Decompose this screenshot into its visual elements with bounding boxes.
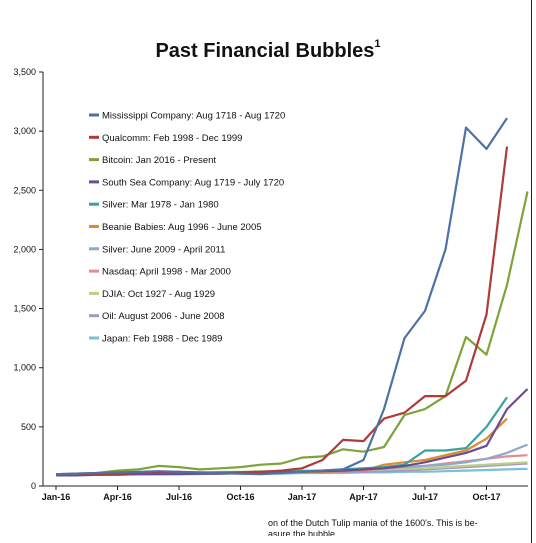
legend-label: Qualcomm: Feb 1998 - Dec 1999 (102, 133, 242, 144)
legend-label: Bitcoin: Jan 2016 - Present (102, 155, 216, 166)
x-tick-label: Jul-17 (412, 492, 438, 502)
y-tick-label: 3,500 (13, 67, 36, 77)
y-tick-label: 1,000 (13, 363, 36, 373)
y-tick-label: 2,500 (13, 185, 36, 195)
series-line (56, 146, 509, 476)
legend-label: Mississippi Company: Aug 1718 - Aug 1720 (102, 111, 285, 122)
x-tick-label: Oct-17 (472, 492, 500, 502)
y-tick-label: 500 (21, 422, 36, 432)
series-line (55, 117, 508, 476)
footnote: on of the Dutch Tulip mania of the 1600'… (268, 518, 530, 540)
series-line (55, 191, 529, 476)
x-tick-label: Apr-17 (349, 492, 378, 502)
legend-label: Silver: Mar 1978 - Jan 1980 (102, 200, 219, 211)
x-tick-label: Jul-16 (166, 492, 192, 502)
legend-label: DJIA: Oct 1927 - Aug 1929 (102, 289, 215, 300)
y-tick-label: 0 (31, 481, 36, 491)
x-tick-label: Jan-17 (288, 492, 317, 502)
x-tick-label: Apr-16 (103, 492, 132, 502)
y-tick-label: 2,000 (13, 244, 36, 254)
y-tick-label: 3,000 (13, 126, 36, 136)
axes: 0 500 1,000 1,500 2,000 2,500 3,000 3,500 Jan-16… (13, 67, 528, 502)
y-tick-label: 1,500 (13, 304, 36, 314)
legend: Mississippi Company: Aug 1718 - Aug 1720… (89, 111, 285, 345)
legend-label: Silver: June 2009 - April 2011 (102, 244, 225, 255)
chart-title: Past Financial Bubbles1 (0, 38, 536, 63)
legend-label: Japan: Feb 1988 - Dec 1989 (102, 334, 222, 345)
legend-label: Oil: August 2006 - June 2008 (102, 311, 225, 322)
series-lines (55, 117, 529, 477)
x-tick-label: Oct-16 (226, 492, 254, 502)
footnote-line-2: asure the bubble. (268, 529, 338, 539)
legend-label: South Sea Company: Aug 1719 - July 1720 (102, 177, 284, 188)
title-superscript: 1 (374, 38, 381, 51)
chart-title-text: Past Financial Bubbles (155, 40, 375, 62)
right-border (531, 0, 532, 543)
legend-label: Nasdaq: April 1998 - Mar 2000 (102, 267, 231, 278)
footnote-line-1: on of the Dutch Tulip mania of the 1600'… (268, 518, 478, 528)
x-tick-label: Jan-16 (42, 492, 71, 502)
legend-label: Beanie Babies: Aug 1996 - June 2005 (102, 222, 262, 233)
